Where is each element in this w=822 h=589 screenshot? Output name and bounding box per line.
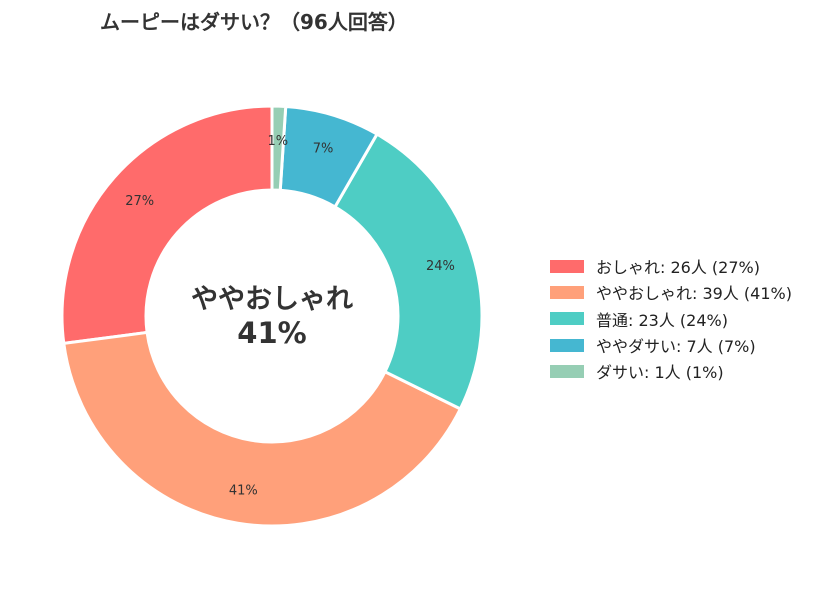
legend-item: ダサい: 1人 (1%): [550, 358, 792, 384]
legend-label: ややおしゃれ: 39人 (41%): [596, 284, 792, 304]
legend-label: ダサい: 1人 (1%): [596, 363, 724, 383]
legend-swatch: [550, 312, 584, 326]
slice-percent-label: 41%: [229, 484, 258, 499]
center-value: 41%: [237, 316, 306, 350]
slice-percent-label: 1%: [267, 134, 288, 149]
legend-swatch: [550, 259, 584, 273]
slice-percent-label: 7%: [313, 142, 334, 157]
donut-slice: [60, 104, 274, 346]
donut-slice: [332, 132, 484, 411]
legend: おしゃれ: 26人 (27%) ややおしゃれ: 39人 (41%) 普通: 23人 …: [550, 253, 792, 384]
legend-item: おしゃれ: 26人 (27%): [550, 253, 792, 279]
legend-label: おしゃれ: 26人 (27%): [596, 258, 760, 278]
slice-percent-label: 27%: [125, 194, 154, 209]
donut-slice: [62, 330, 463, 528]
legend-swatch: [550, 364, 584, 378]
slice-percent-label: 24%: [426, 259, 455, 274]
legend-item: ややおしゃれ: 39人 (41%): [550, 279, 792, 305]
legend-label: ややダサい: 7人 (7%): [596, 337, 756, 357]
labels-group: 27% 41% 24% 7% 1%: [125, 134, 455, 499]
legend-label: 普通: 23人 (24%): [596, 310, 728, 330]
donut-slice: [270, 104, 288, 192]
chart-title: ムーピーはダサい？（96人回答）: [100, 10, 408, 34]
legend-swatch: [550, 285, 584, 299]
slices-group: [60, 104, 484, 528]
legend-item: ややダサい: 7人 (7%): [550, 332, 792, 358]
legend-item: 普通: 23人 (24%): [550, 306, 792, 332]
legend-swatch: [550, 338, 584, 352]
center-label: ややおしゃれ: [191, 284, 353, 315]
